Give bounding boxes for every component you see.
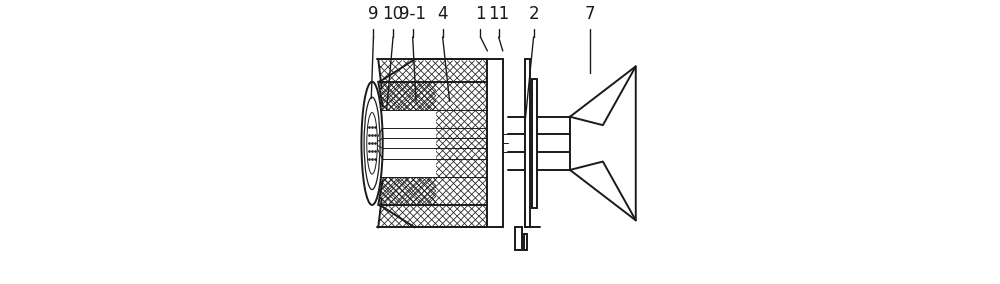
FancyBboxPatch shape (524, 234, 527, 250)
Ellipse shape (367, 112, 377, 174)
FancyBboxPatch shape (515, 227, 522, 250)
FancyBboxPatch shape (487, 59, 503, 227)
FancyBboxPatch shape (381, 110, 436, 177)
Ellipse shape (364, 97, 380, 189)
Text: 4: 4 (437, 5, 448, 23)
FancyBboxPatch shape (532, 79, 537, 208)
Ellipse shape (361, 82, 383, 205)
Polygon shape (570, 66, 636, 220)
Text: 10: 10 (383, 5, 404, 23)
Text: 7: 7 (584, 5, 595, 23)
Text: 9: 9 (368, 5, 379, 23)
Text: 9-1: 9-1 (399, 5, 426, 23)
Text: 11: 11 (488, 5, 509, 23)
Text: 2: 2 (528, 5, 539, 23)
Text: 1: 1 (475, 5, 486, 23)
FancyBboxPatch shape (525, 59, 530, 227)
